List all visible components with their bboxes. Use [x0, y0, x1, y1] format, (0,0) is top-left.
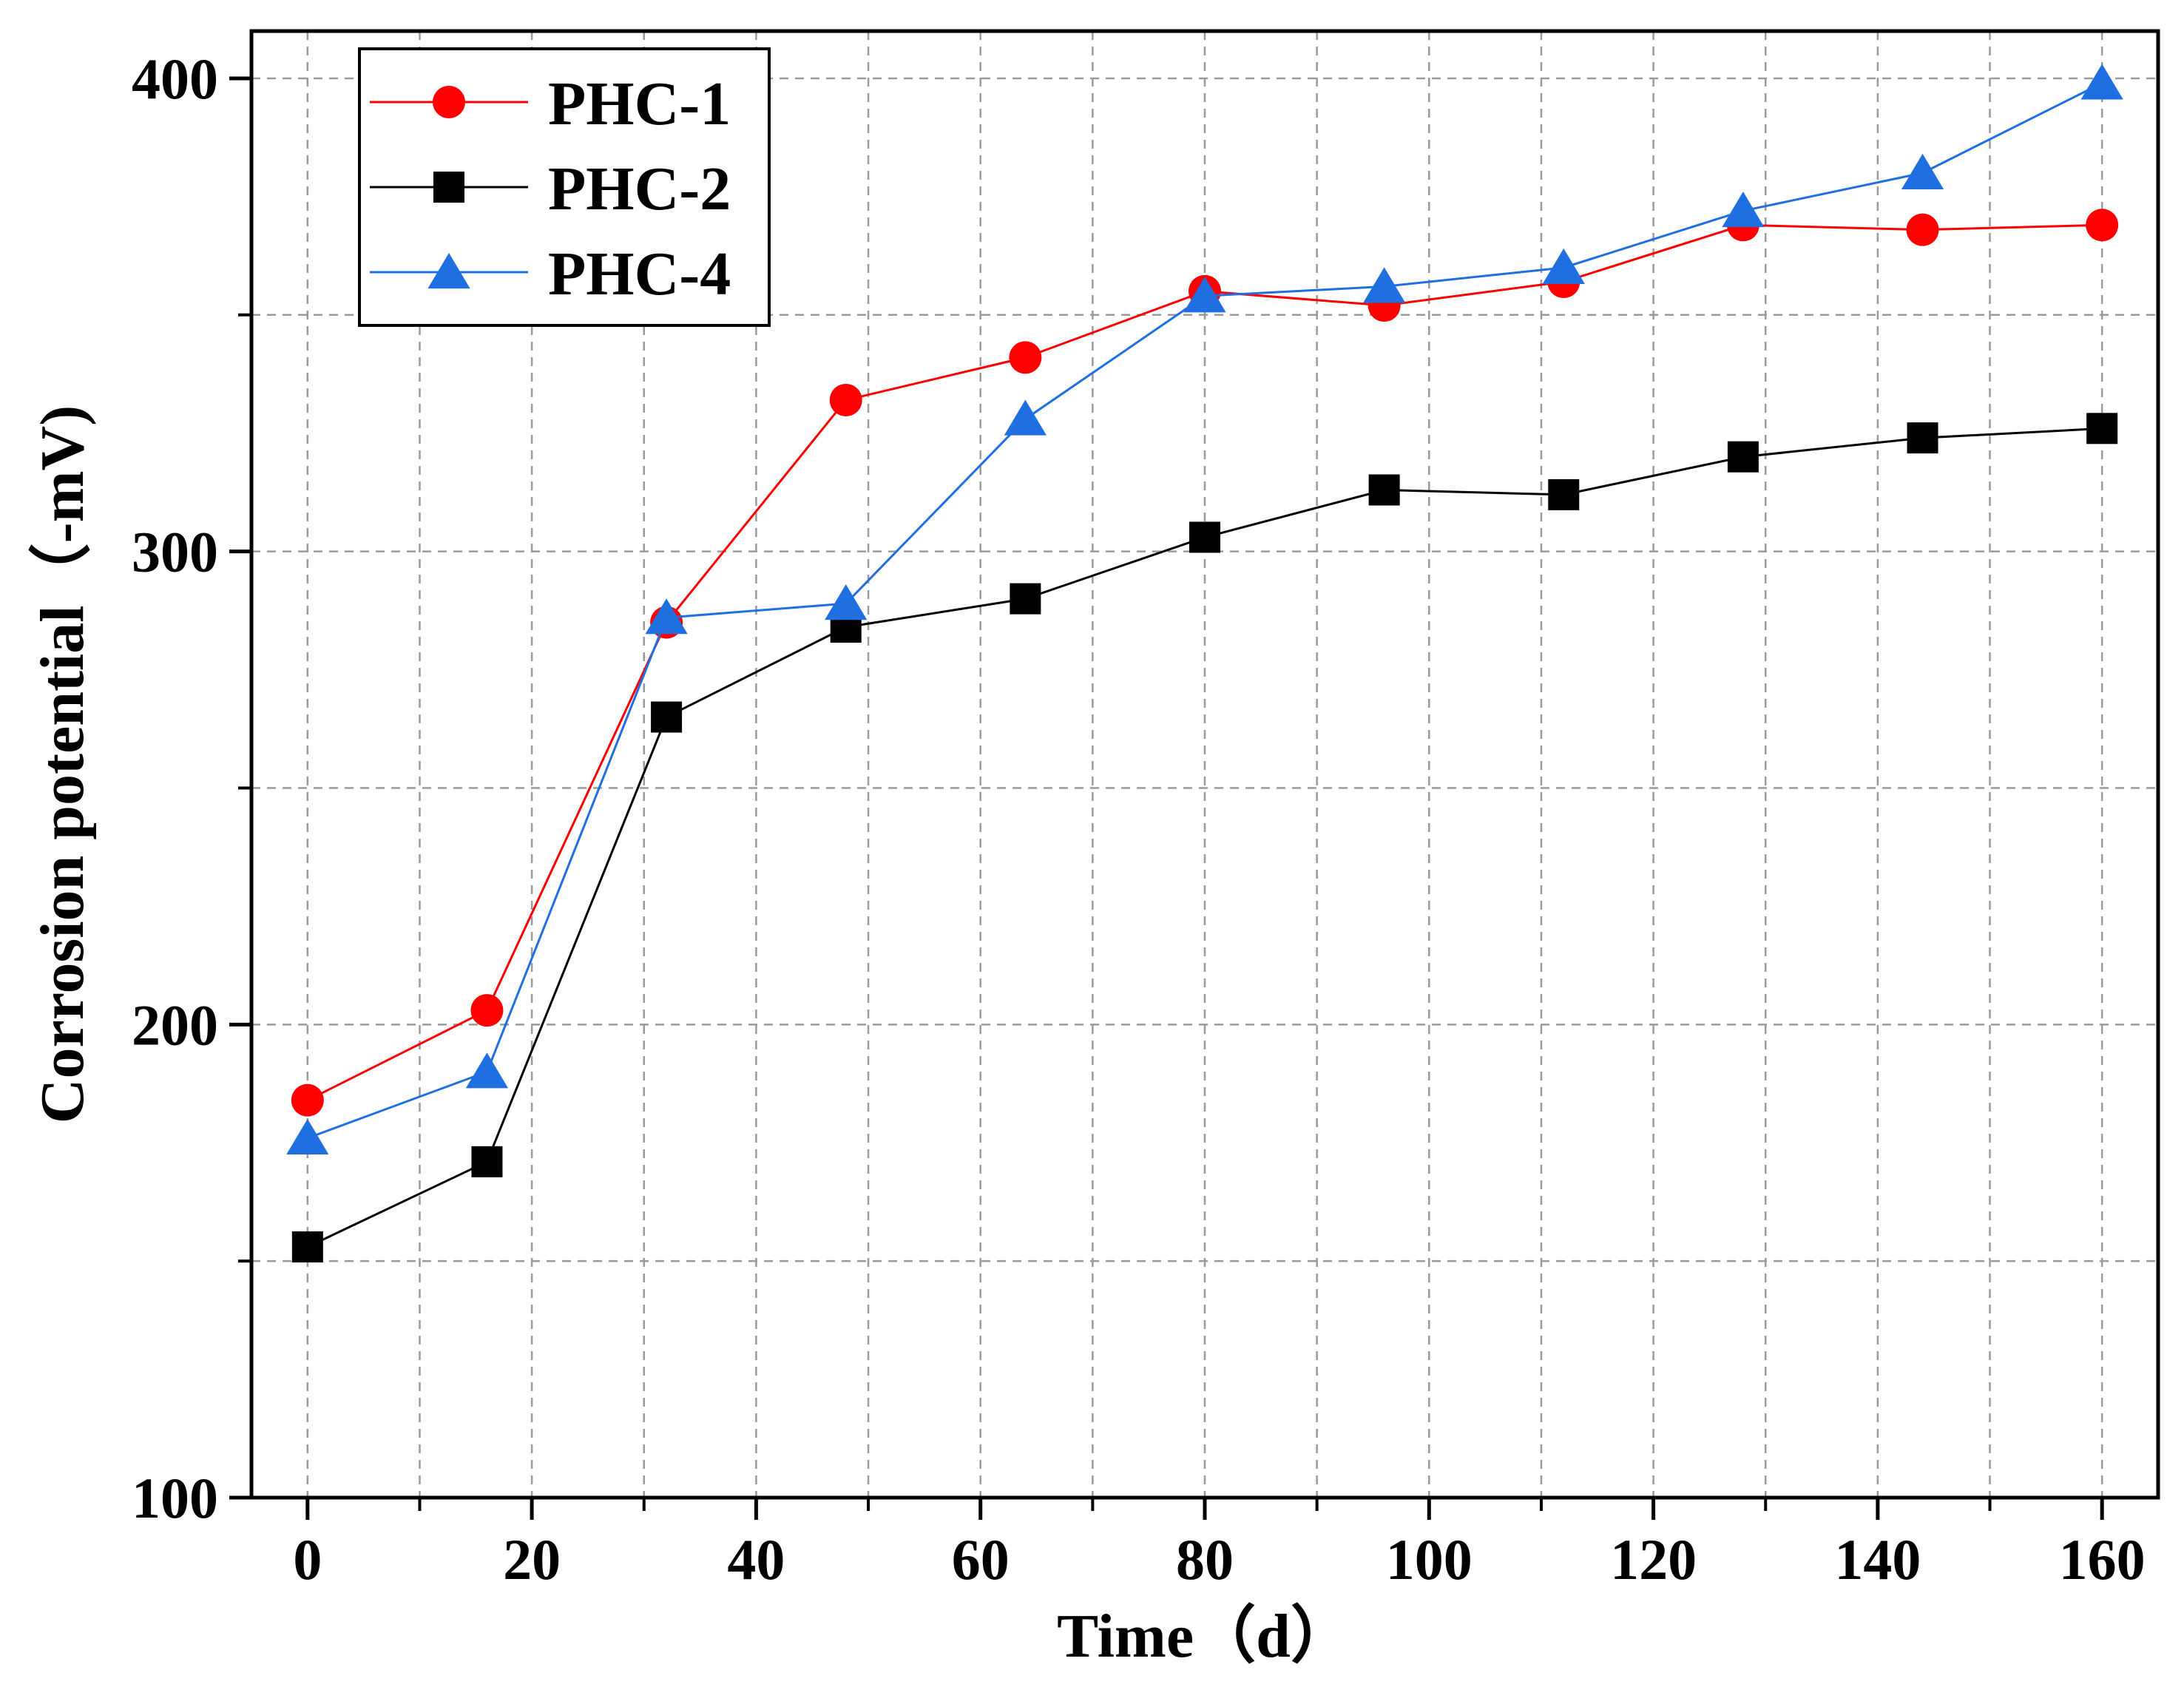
data-point [651, 701, 683, 733]
series-phc-4 [286, 64, 2123, 1154]
data-point [1722, 192, 1765, 228]
data-point [470, 994, 504, 1027]
data-point [465, 1052, 509, 1089]
y-tick-label: 300 [132, 520, 218, 584]
data-point [829, 383, 862, 416]
x-tick-label: 20 [503, 1527, 561, 1592]
data-point [1901, 153, 1944, 190]
legend-marker [427, 253, 470, 289]
series-layer [286, 64, 2123, 1262]
legend-marker [433, 172, 464, 203]
data-point [1727, 441, 1759, 473]
legend: PHC-1 PHC-2 PHC-4 [358, 47, 771, 327]
legend-label: PHC-4 [548, 240, 731, 308]
legend-label: PHC-2 [548, 155, 731, 223]
data-point [1004, 399, 1047, 436]
data-point [1907, 422, 1938, 454]
x-axis-title: Time（d） [1057, 1602, 1353, 1671]
x-tick-label: 0 [293, 1527, 322, 1592]
data-point [1189, 521, 1220, 553]
x-tick-label: 60 [952, 1527, 1010, 1592]
y-tick-label: 400 [132, 47, 218, 111]
data-point [291, 1231, 323, 1262]
data-point [2080, 64, 2123, 100]
y-axis-title: Corrosion potential（-mV) [28, 405, 97, 1123]
data-point [1183, 277, 1226, 313]
data-point [2086, 209, 2119, 242]
legend-label: PHC-1 [548, 70, 731, 138]
data-point [1368, 474, 1400, 506]
data-point [471, 1146, 503, 1177]
x-tick-label: 80 [1176, 1527, 1234, 1592]
x-tick-label: 100 [1386, 1527, 1473, 1592]
data-point [645, 598, 688, 635]
data-point [1009, 341, 1042, 374]
data-point [2086, 413, 2118, 444]
axis-ticks: 0 20 40 60 80 100 120 140 160 100 200 300 400 [132, 47, 2146, 1592]
data-point [291, 1083, 324, 1117]
data-point [825, 584, 868, 620]
data-point [1542, 248, 1585, 284]
x-tick-label: 160 [2059, 1527, 2146, 1592]
data-point [1548, 479, 1580, 510]
y-tick-label: 100 [132, 1466, 218, 1530]
x-tick-label: 40 [727, 1527, 785, 1592]
data-point [286, 1118, 329, 1154]
grid [251, 31, 2158, 1498]
data-point [1010, 583, 1041, 615]
legend-marker [433, 86, 465, 118]
data-point [1906, 213, 1939, 246]
x-tick-label: 120 [1610, 1527, 1697, 1592]
data-point [1363, 267, 1406, 303]
y-tick-label: 200 [132, 993, 218, 1057]
x-tick-label: 140 [1834, 1527, 1921, 1592]
